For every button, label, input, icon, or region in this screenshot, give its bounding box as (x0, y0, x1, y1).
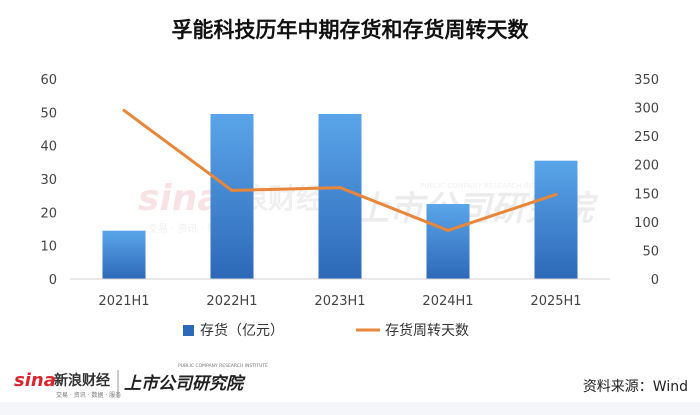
line-point-2025H1 (554, 192, 558, 196)
source-note: 资料来源：Wind (582, 379, 688, 395)
x-tick-2025H1: 2025H1 (530, 294, 581, 309)
x-axis: 2021H1 2022H1 2023H1 2024H1 2025H1 (70, 278, 610, 309)
y-left-tick-40: 40 (40, 140, 57, 155)
bar-2025H1 (534, 160, 578, 279)
y-left-tick-60: 60 (40, 73, 57, 88)
line-point-2024H1 (446, 228, 450, 232)
x-tick-2021H1: 2021H1 (98, 294, 149, 309)
watermark-sina: sina (138, 178, 222, 219)
y-right-tick-250: 250 (634, 130, 659, 145)
bar-series (102, 114, 578, 279)
footer-sina-sub: 交易 · 资讯 · 数据 · 服务 (56, 391, 121, 399)
bar-2021H1 (102, 230, 146, 279)
x-tick-2024H1: 2024H1 (422, 294, 473, 309)
bar-2022H1 (210, 114, 254, 279)
y-right-tick-100: 100 (634, 216, 659, 231)
watermark-research-sub: PUBLIC COMPANY RESEARCH INSTITUTE (420, 182, 560, 190)
y-right-tick-50: 50 (642, 244, 659, 259)
bar-2023H1 (318, 114, 362, 279)
x-tick-2022H1: 2022H1 (206, 294, 257, 309)
watermark: sina 新浪财经 上市公司研究院 交易 · 资讯 · 数据 · 服务 PUBL… (138, 178, 599, 235)
y-left-tick-50: 50 (40, 106, 57, 121)
footer-bar (0, 402, 700, 415)
footer-research-sub: PUBLIC COMPANY RESEARCH INSTITUTE (178, 363, 268, 369)
y-right-tick-350: 350 (634, 73, 659, 88)
legend-line-label: 存货周转天数 (385, 322, 469, 339)
y-right-tick-0: 0 (651, 273, 659, 288)
y-left-tick-30: 30 (40, 173, 57, 188)
line-series (122, 108, 558, 232)
chart-title: 孚能科技历年中期存货和存货周转天数 (171, 18, 529, 42)
line-point-2021H1 (122, 108, 126, 112)
y-left-tick-0: 0 (49, 273, 57, 288)
footer-brand: sina 新浪财经 交易 · 资讯 · 数据 · 服务 PUBLIC COMPA… (14, 363, 268, 399)
footer-sina-logo: sina (14, 370, 56, 391)
x-tick-2023H1: 2023H1 (314, 294, 365, 309)
legend: 存货（亿元） 存货周转天数 (183, 322, 469, 339)
y-left-tick-10: 10 (40, 240, 57, 255)
y-right-tick-300: 300 (634, 102, 659, 117)
footer-research-name: 上市公司研究院 (124, 374, 246, 394)
y-right-tick-200: 200 (634, 159, 659, 174)
line-point-2023H1 (338, 186, 342, 190)
y-axis-left: 0 10 20 30 40 50 60 (40, 73, 57, 288)
y-right-tick-150: 150 (634, 187, 659, 202)
legend-bar-swatch (183, 325, 194, 336)
y-left-tick-20: 20 (40, 206, 57, 221)
line-point-2022H1 (230, 188, 234, 192)
footer-sina-name: 新浪财经 (54, 372, 110, 389)
legend-bar-label: 存货（亿元） (200, 322, 284, 339)
bar-2024H1 (426, 204, 470, 279)
y-axis-right: 0 50 100 150 200 250 300 350 (634, 73, 659, 288)
